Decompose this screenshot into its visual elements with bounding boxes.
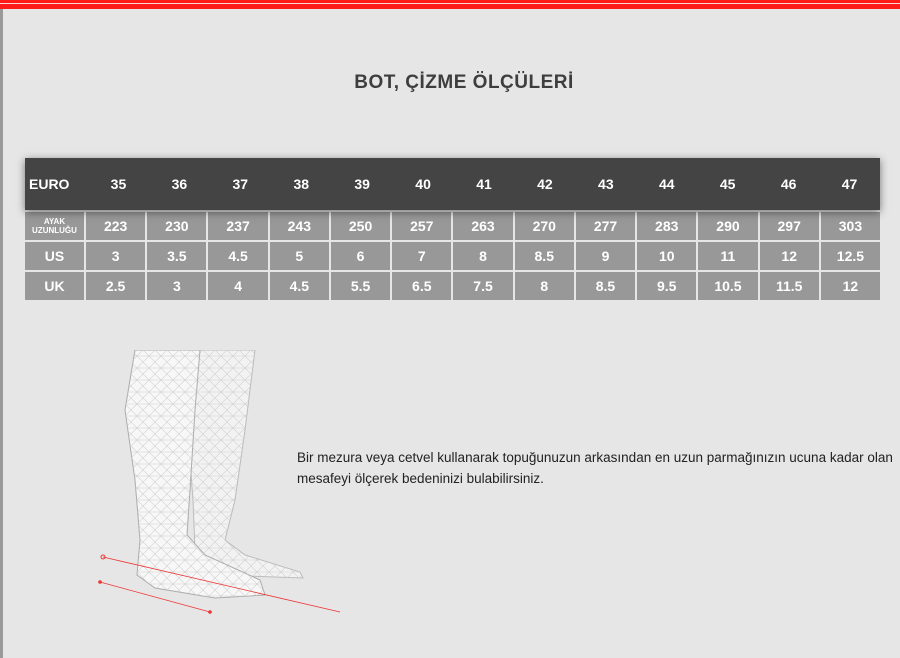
header-euro-size: 36 xyxy=(171,176,188,192)
measurement-instructions: Bir mezura veya cetvel kullanarak topuğu… xyxy=(297,450,893,486)
page-title: BOT, ÇİZME ÖLÇÜLERİ xyxy=(354,72,574,93)
table-row-us: US 3 3.5 4.5 5 6 7 8 8.5 9 10 11 12 12.5 xyxy=(25,242,881,270)
table-cell: 7.5 xyxy=(453,272,513,300)
header-euro-size: 43 xyxy=(598,176,614,192)
header-euro-size: 47 xyxy=(841,176,858,192)
header-euro-size: 40 xyxy=(415,176,431,192)
header-euro-size: 35 xyxy=(110,176,127,192)
header-euro-size: 44 xyxy=(658,176,675,192)
table-cell: 9.5 xyxy=(637,272,697,300)
measure-line-top xyxy=(102,556,341,613)
table-cell: 3 xyxy=(147,272,207,300)
row-label-line2: UZUNLUĞU xyxy=(32,226,77,235)
table-cell: 290 xyxy=(698,212,758,240)
row-label-line1: AYAK xyxy=(43,217,66,226)
table-cell: 4 xyxy=(208,272,268,300)
row-label-uk: UK xyxy=(25,272,84,300)
left-border xyxy=(0,9,3,658)
table-cell: 4.5 xyxy=(269,272,329,300)
table-cell: 257 xyxy=(392,212,452,240)
header-euro-size: 38 xyxy=(293,176,310,192)
table-cell: 11.5 xyxy=(759,272,819,300)
table-cell: 230 xyxy=(147,212,207,240)
table-cell: 10 xyxy=(637,242,697,270)
row-label-foot-length: AYAK UZUNLUĞU xyxy=(25,212,84,240)
header-euro-size: 39 xyxy=(354,176,370,192)
size-chart-table: EURO 35 36 37 38 39 40 41 42 43 44 45 46 47 AYAK UZU… xyxy=(25,158,881,300)
table-cell: 9 xyxy=(575,242,636,270)
table-cell: 10.5 xyxy=(698,272,758,300)
table-cell: 243 xyxy=(269,212,329,240)
table-header-row: EURO 35 36 37 38 39 40 41 42 43 44 45 46 47 xyxy=(25,158,880,210)
table-cell: 5.5 xyxy=(330,272,391,300)
table-cell: 8 xyxy=(514,272,574,300)
table-cell: 297 xyxy=(759,212,819,240)
table-cell: 6 xyxy=(330,242,391,270)
table-row-foot-length: AYAK UZUNLUĞU 223 230 237 243 250 257 263 270 27… xyxy=(25,212,881,240)
table-row-uk: UK 2.5 3 4 4.5 5.5 6.5 7.5 8 8.5 9.5 10.5 11.5 12 xyxy=(25,272,881,300)
header-euro-size: 45 xyxy=(719,176,736,192)
table-cell: 12 xyxy=(820,272,881,300)
table-cell: 12 xyxy=(759,242,819,270)
foot-measurement-illustration xyxy=(98,350,341,614)
table-cell: 2.5 xyxy=(86,272,146,300)
measure-end-icon xyxy=(208,610,212,614)
table-cell: 4.5 xyxy=(208,242,268,270)
header-euro-size: 41 xyxy=(476,176,492,192)
table-cell: 3 xyxy=(86,242,146,270)
table-cell: 3.5 xyxy=(147,242,207,270)
header-euro-size: 37 xyxy=(232,176,249,192)
table-cell: 5 xyxy=(269,242,329,270)
table-cell: 8 xyxy=(453,242,513,270)
table-cell: 6.5 xyxy=(392,272,452,300)
table-cell: 250 xyxy=(330,212,391,240)
top-accent-bar xyxy=(0,0,900,9)
measure-start-icon xyxy=(98,580,102,584)
measure-point-icon xyxy=(100,554,106,560)
leg-back xyxy=(186,350,304,579)
table-cell: 303 xyxy=(820,212,881,240)
table-cell: 11 xyxy=(698,242,758,270)
table-cell: 237 xyxy=(208,212,268,240)
table-cell: 270 xyxy=(514,212,574,240)
table-cell: 8.5 xyxy=(575,272,636,300)
header-euro-size: 46 xyxy=(780,176,797,192)
header-euro-size: 42 xyxy=(537,176,553,192)
table-cell: 277 xyxy=(575,212,636,240)
measure-line-bottom xyxy=(99,581,211,613)
table-cell: 12.5 xyxy=(820,242,881,270)
table-cell: 223 xyxy=(86,212,146,240)
table-cell: 263 xyxy=(453,212,513,240)
table-cell: 8.5 xyxy=(514,242,574,270)
header-label-euro: EURO xyxy=(29,176,70,192)
table-cell: 7 xyxy=(392,242,452,270)
table-cell: 283 xyxy=(637,212,697,240)
row-label-us: US xyxy=(25,242,84,270)
